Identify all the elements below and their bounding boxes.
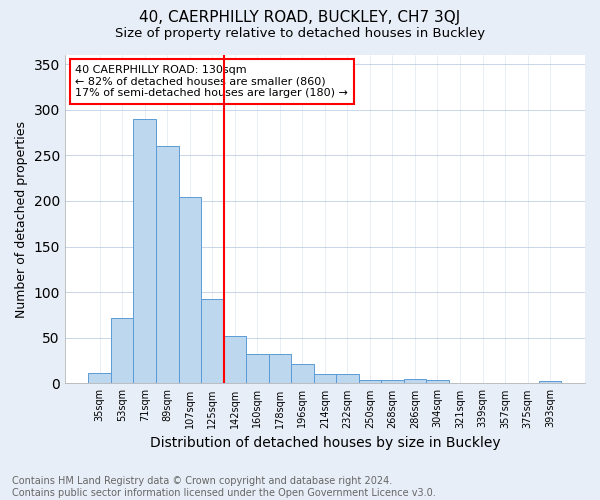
Bar <box>179 198 201 384</box>
Bar <box>426 380 449 384</box>
Bar <box>224 336 246 384</box>
Bar <box>111 318 133 384</box>
X-axis label: Distribution of detached houses by size in Buckley: Distribution of detached houses by size … <box>149 436 500 450</box>
Text: Size of property relative to detached houses in Buckley: Size of property relative to detached ho… <box>115 28 485 40</box>
Bar <box>539 380 562 384</box>
Text: 40, CAERPHILLY ROAD, BUCKLEY, CH7 3QJ: 40, CAERPHILLY ROAD, BUCKLEY, CH7 3QJ <box>139 10 461 25</box>
Text: 40 CAERPHILLY ROAD: 130sqm
← 82% of detached houses are smaller (860)
17% of sem: 40 CAERPHILLY ROAD: 130sqm ← 82% of deta… <box>75 65 348 98</box>
Bar <box>336 374 359 384</box>
Bar <box>291 364 314 384</box>
Bar <box>404 379 426 384</box>
Bar <box>201 298 224 384</box>
Bar <box>269 354 291 384</box>
Bar <box>314 374 336 384</box>
Bar <box>133 119 156 384</box>
Bar <box>381 380 404 384</box>
Bar <box>156 146 179 384</box>
Bar <box>246 354 269 384</box>
Bar <box>359 380 381 384</box>
Text: Contains HM Land Registry data © Crown copyright and database right 2024.
Contai: Contains HM Land Registry data © Crown c… <box>12 476 436 498</box>
Bar <box>88 374 111 384</box>
Y-axis label: Number of detached properties: Number of detached properties <box>15 120 28 318</box>
